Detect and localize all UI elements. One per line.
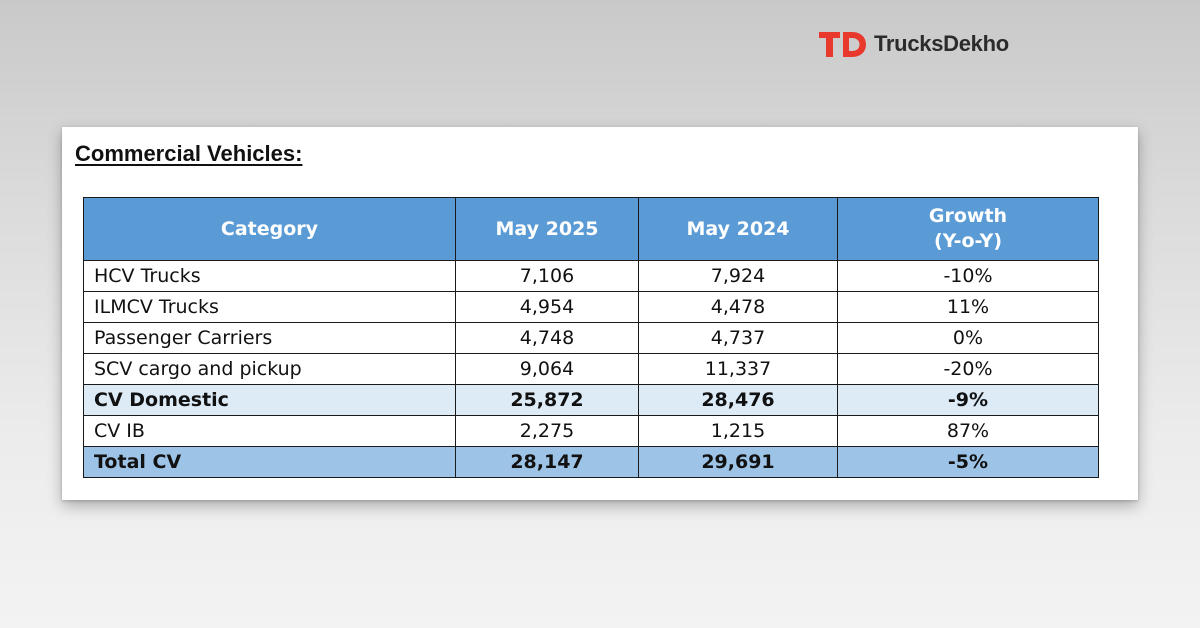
column-header-may-2025: May 2025 [455, 197, 639, 261]
td-logo-icon [819, 32, 866, 57]
cell-category: ILMCV Trucks [83, 291, 456, 323]
cell-category: Total CV [83, 446, 456, 478]
cell-may-2025: 25,872 [455, 384, 639, 416]
cell-category: HCV Trucks [83, 260, 456, 292]
cell-category: CV Domestic [83, 384, 456, 416]
cell-may-2024: 4,478 [638, 291, 838, 323]
table-row: SCV cargo and pickup 9,064 11,337 -20% [83, 353, 1099, 385]
column-header-may-2024: May 2024 [638, 197, 838, 261]
document-card: Commercial Vehicles: Category May 2025 M… [62, 127, 1138, 500]
table-row: ILMCV Trucks 4,954 4,478 11% [83, 291, 1099, 323]
table-row: HCV Trucks 7,106 7,924 -10% [83, 260, 1099, 292]
cell-may-2024: 11,337 [638, 353, 838, 385]
column-header-growth: Growth (Y-o-Y) [837, 197, 1099, 261]
brand-logo: TrucksDekho [816, 28, 1009, 60]
cell-may-2025: 28,147 [455, 446, 639, 478]
table-row-subtotal: CV Domestic 25,872 28,476 -9% [83, 384, 1099, 416]
cell-category: Passenger Carriers [83, 322, 456, 354]
brand-name: TrucksDekho [874, 31, 1009, 56]
table-header-row: Category May 2025 May 2024 Growth (Y-o-Y… [83, 197, 1099, 261]
cell-may-2025: 7,106 [455, 260, 639, 292]
cell-may-2024: 7,924 [638, 260, 838, 292]
cell-growth: -20% [837, 353, 1099, 385]
table-row: Passenger Carriers 4,748 4,737 0% [83, 322, 1099, 354]
cell-may-2025: 9,064 [455, 353, 639, 385]
cell-may-2025: 4,954 [455, 291, 639, 323]
table-row-total: Total CV 28,147 29,691 -5% [83, 446, 1099, 478]
cell-growth: -10% [837, 260, 1099, 292]
cell-may-2024: 28,476 [638, 384, 838, 416]
cell-growth: 87% [837, 415, 1099, 447]
cell-category: SCV cargo and pickup [83, 353, 456, 385]
growth-header-line1: Growth [928, 205, 1008, 227]
cell-growth: -9% [837, 384, 1099, 416]
cell-growth: 0% [837, 322, 1099, 354]
table-row: CV IB 2,275 1,215 87% [83, 415, 1099, 447]
commercial-vehicles-table: Category May 2025 May 2024 Growth (Y-o-Y… [83, 197, 1099, 478]
column-header-category: Category [83, 197, 456, 261]
cell-may-2024: 4,737 [638, 322, 838, 354]
cell-category: CV IB [83, 415, 456, 447]
cell-may-2024: 29,691 [638, 446, 838, 478]
document-title: Commercial Vehicles: [75, 141, 303, 166]
cell-may-2025: 4,748 [455, 322, 639, 354]
cell-growth: 11% [837, 291, 1099, 323]
growth-header-line2: (Y-o-Y) [933, 230, 1003, 252]
cell-may-2024: 1,215 [638, 415, 838, 447]
cell-may-2025: 2,275 [455, 415, 639, 447]
cell-growth: -5% [837, 446, 1099, 478]
